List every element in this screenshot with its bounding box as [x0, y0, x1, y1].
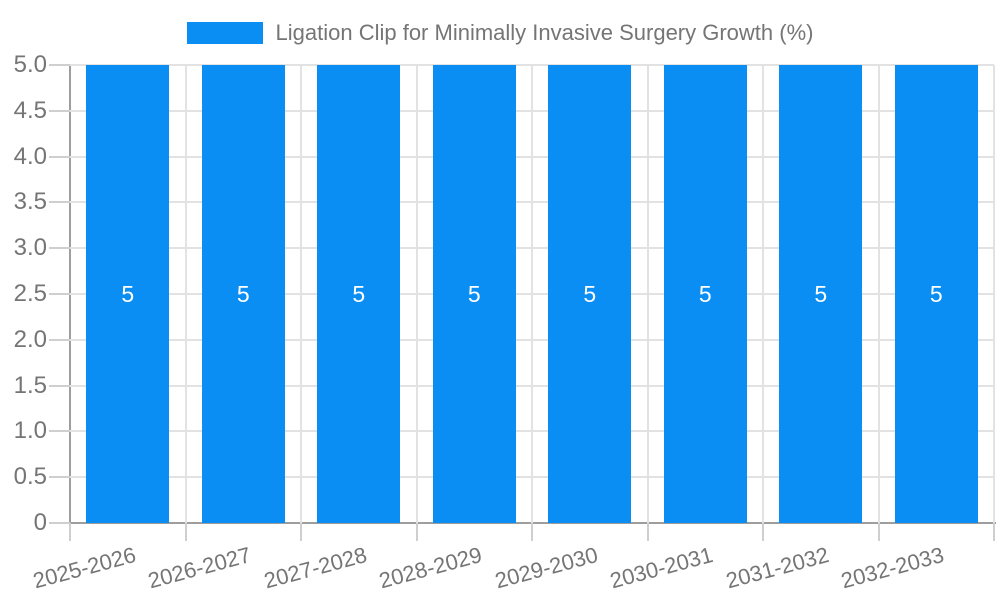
- x-tick: [877, 523, 880, 541]
- bar-value-label: 5: [236, 280, 250, 307]
- legend-item[interactable]: Ligation Clip for Minimally Invasive Sur…: [0, 19, 1000, 47]
- y-tick-label: 2.5: [13, 280, 47, 307]
- bar[interactable]: 5: [317, 65, 401, 523]
- y-tick-label: 4.5: [13, 96, 47, 124]
- x-tick: [415, 523, 418, 541]
- plot-area: 5 5 5 5 5 5 5 5: [70, 64, 995, 523]
- y-tick: [49, 64, 70, 66]
- v-gridline: [877, 65, 880, 523]
- x-tick: [69, 523, 71, 541]
- bar-value-label: 5: [814, 280, 828, 307]
- v-gridline: [531, 65, 533, 523]
- y-tick-label: 3.5: [13, 188, 47, 216]
- x-tick: [300, 523, 302, 541]
- y-tick: [49, 155, 70, 158]
- y-tick-label: 0: [33, 509, 47, 536]
- bar[interactable]: 5: [894, 65, 978, 523]
- y-tick-label: 5.0: [13, 51, 47, 78]
- v-gridline: [762, 65, 764, 523]
- y-tick-label: 4.0: [13, 142, 47, 170]
- bar[interactable]: 5: [201, 65, 285, 523]
- v-gridline: [300, 65, 302, 523]
- bar-value-label: 5: [352, 280, 366, 307]
- y-tick: [49, 201, 70, 204]
- y-tick: [49, 247, 70, 250]
- bar[interactable]: 5: [86, 65, 170, 523]
- gridlines-layer: [70, 64, 995, 523]
- x-tick: [762, 523, 764, 541]
- bar-value-label: 5: [929, 280, 943, 307]
- x-tick: [646, 523, 649, 541]
- y-tick-label: 3.0: [13, 234, 47, 262]
- y-tick: [49, 384, 70, 387]
- bar-value-label: 5: [467, 280, 481, 307]
- bar[interactable]: 5: [663, 65, 747, 523]
- bar-value-label: 5: [583, 280, 597, 307]
- v-gridline: [646, 65, 649, 523]
- bar-value-label: 5: [121, 280, 135, 307]
- y-tick-label: 2.0: [13, 325, 47, 353]
- y-tick-label: 1.5: [13, 371, 47, 399]
- bar-value-label: 5: [698, 280, 712, 307]
- y-axis-line: [69, 65, 71, 525]
- y-tick-label: 0.5: [13, 463, 47, 491]
- legend-label: Ligation Clip for Minimally Invasive Sur…: [275, 20, 814, 45]
- bar[interactable]: 5: [779, 65, 863, 523]
- y-tick: [49, 293, 70, 295]
- bar[interactable]: 5: [432, 65, 516, 523]
- y-tick: [49, 338, 70, 341]
- y-tick: [49, 430, 70, 433]
- bars-layer: 5 5 5 5 5 5 5 5: [70, 65, 994, 523]
- v-gridline: [184, 65, 187, 523]
- legend-swatch: [186, 22, 263, 44]
- v-gridline: [993, 65, 995, 523]
- bar[interactable]: 5: [548, 65, 632, 523]
- x-tick: [184, 523, 187, 541]
- y-tick: [49, 109, 70, 112]
- y-tick: [49, 522, 70, 524]
- y-tick: [49, 476, 70, 479]
- y-tick-label: 1.0: [13, 417, 47, 445]
- v-gridline: [415, 65, 418, 523]
- x-tick: [531, 523, 533, 541]
- x-tick: [993, 523, 995, 541]
